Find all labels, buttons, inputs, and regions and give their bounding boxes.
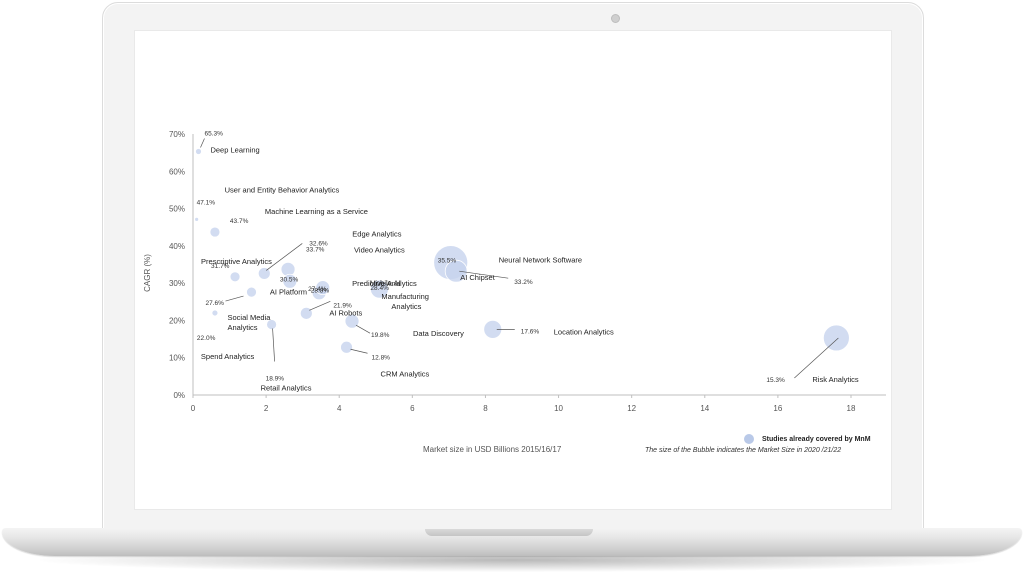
data-label: 12.8% bbox=[372, 354, 391, 361]
leader-line bbox=[350, 348, 368, 354]
data-label: 31.7% bbox=[211, 263, 230, 270]
bubble bbox=[194, 216, 200, 222]
y-tick-label: 50% bbox=[169, 205, 185, 214]
leader-line bbox=[794, 337, 839, 379]
leader-line bbox=[272, 328, 275, 362]
data-label: 43.7% bbox=[230, 218, 249, 225]
data-label: 30.5% bbox=[280, 276, 299, 283]
data-label: 27.4% bbox=[308, 286, 327, 293]
bubble bbox=[344, 313, 360, 329]
bubble-name-label: Deep Learning bbox=[210, 146, 259, 155]
x-tick-label: 10 bbox=[554, 404, 563, 413]
bubble bbox=[211, 309, 219, 317]
bubble-name-label: Spend Analytics bbox=[201, 352, 255, 361]
y-tick-label: 40% bbox=[169, 242, 185, 251]
bubble-name-label: AI Robots bbox=[329, 308, 362, 317]
data-label: 32.6% bbox=[309, 240, 328, 247]
data-label: 21.9% bbox=[333, 302, 352, 309]
bubble-name-label: Predictive Analytics bbox=[352, 279, 417, 288]
bubble bbox=[229, 271, 241, 283]
bubble-size-note: The size of the Bubble indicates the Mar… bbox=[645, 447, 842, 454]
bubble-name-label: Social Media Analytics bbox=[227, 313, 271, 332]
bubble-name-label: Data Discovery bbox=[413, 329, 464, 338]
bubble-name-label: AI Chipset bbox=[460, 273, 496, 282]
x-axis-label: Market size in USD Billions 2015/16/17 bbox=[423, 445, 562, 454]
bubble-name-label: Risk Analytics bbox=[812, 375, 859, 384]
bubble-name-label: Machine Learning as a Service bbox=[265, 207, 368, 216]
bubble-name-label: CRM Analytics bbox=[381, 369, 430, 378]
data-label: 35.5% bbox=[438, 258, 457, 265]
x-tick-label: 14 bbox=[700, 404, 709, 413]
bubble bbox=[282, 273, 298, 289]
bubble-name-label: Video Analytics bbox=[354, 245, 405, 254]
leader-line bbox=[309, 301, 331, 311]
bubble-name-label: AI Platform bbox=[270, 287, 307, 296]
bubble-name-label: User and Entity Behavior Analytics bbox=[225, 185, 340, 194]
y-tick-label: 70% bbox=[169, 130, 185, 139]
legend-swatch bbox=[744, 434, 754, 444]
data-label: 27.6% bbox=[205, 300, 224, 307]
bubble-name-label: Location Analytics bbox=[554, 327, 614, 336]
bubble-name-label: Prescriptive Analytics bbox=[201, 257, 272, 266]
x-tick-label: 2 bbox=[264, 404, 269, 413]
x-tick-label: 0 bbox=[191, 404, 196, 413]
x-tick-label: 12 bbox=[627, 404, 636, 413]
y-tick-label: 30% bbox=[169, 279, 185, 288]
bubble bbox=[370, 279, 389, 299]
bubble bbox=[209, 226, 221, 238]
bubble bbox=[340, 340, 353, 354]
x-tick-label: 16 bbox=[773, 404, 782, 413]
leader-line bbox=[355, 324, 371, 334]
bubble bbox=[299, 306, 313, 320]
y-tick-label: 0% bbox=[173, 391, 185, 400]
data-label: 28.4% bbox=[370, 285, 389, 292]
x-tick-label: 18 bbox=[847, 404, 856, 413]
laptop-notch bbox=[425, 529, 593, 536]
bubble bbox=[822, 324, 850, 352]
leader-line bbox=[266, 243, 303, 271]
bubble-name-label: Neural Network Software bbox=[499, 256, 582, 265]
data-label: 28.8% bbox=[311, 288, 330, 295]
legend: Studies already covered by MnM bbox=[744, 434, 871, 444]
bubble bbox=[195, 148, 202, 155]
legend-label: Studies already covered by MnM bbox=[762, 435, 871, 443]
y-axis-label: CAGR (%) bbox=[143, 254, 152, 292]
data-label: 47.1% bbox=[197, 199, 216, 206]
data-label: 17.6% bbox=[521, 328, 540, 335]
bubble-name-label: Manufacturing Analytics bbox=[381, 292, 429, 311]
bubble-name-label: Edge Analytics bbox=[352, 229, 401, 238]
leader-line bbox=[200, 138, 205, 148]
data-label: 19.8% bbox=[371, 332, 390, 339]
bubble-name-label: Mobile AI bbox=[370, 279, 401, 288]
leader-line bbox=[459, 270, 509, 279]
bubble bbox=[266, 319, 277, 330]
data-label: 18.9% bbox=[266, 376, 285, 383]
bubble bbox=[246, 286, 257, 298]
x-tick-label: 6 bbox=[410, 404, 415, 413]
y-tick-label: 10% bbox=[169, 354, 185, 363]
bubble bbox=[257, 267, 271, 280]
y-tick-label: 60% bbox=[169, 167, 185, 176]
camera-icon bbox=[611, 14, 620, 23]
bubble-name-label: Retail Analytics bbox=[261, 384, 312, 393]
bubble bbox=[444, 259, 468, 283]
bubble bbox=[315, 280, 331, 296]
y-tick-label: 20% bbox=[169, 316, 185, 325]
x-tick-label: 4 bbox=[337, 404, 342, 413]
x-tick-label: 8 bbox=[483, 404, 488, 413]
data-label: 22.0% bbox=[197, 335, 216, 342]
data-label: 33.2% bbox=[514, 279, 533, 286]
data-label: 15.3% bbox=[766, 377, 785, 384]
data-label: 33.7% bbox=[306, 246, 325, 253]
leader-line bbox=[225, 295, 244, 302]
data-label: 65.3% bbox=[204, 131, 223, 138]
